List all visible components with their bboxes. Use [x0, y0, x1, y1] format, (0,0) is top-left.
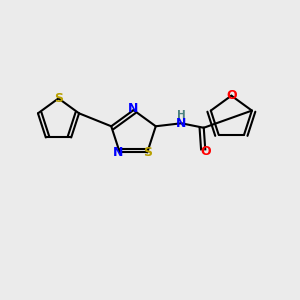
Text: S: S [143, 146, 152, 159]
Text: N: N [176, 117, 186, 130]
Text: H: H [177, 110, 186, 120]
Text: N: N [128, 102, 139, 115]
Text: S: S [54, 92, 63, 105]
Text: N: N [113, 146, 123, 159]
Text: O: O [226, 89, 237, 102]
Text: O: O [200, 145, 211, 158]
